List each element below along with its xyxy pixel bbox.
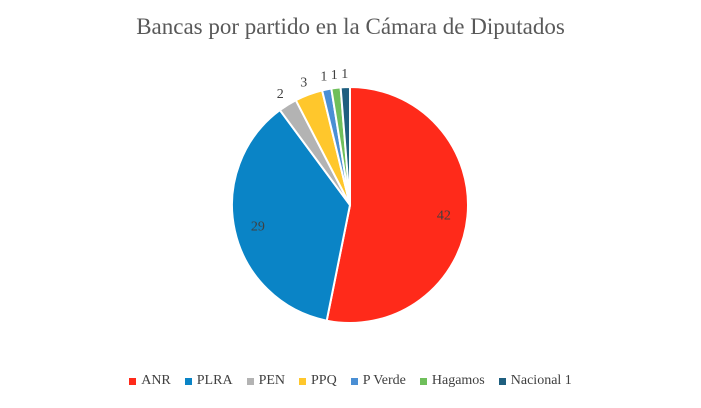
legend-label: PPQ xyxy=(311,373,337,388)
legend-swatch xyxy=(299,377,307,385)
legend-item-plra: PLRA xyxy=(184,373,233,389)
legend-label: PEN xyxy=(258,373,286,388)
legend-label: Hagamos xyxy=(431,373,485,388)
legend-swatch xyxy=(498,377,506,385)
legend-item-nacional-1: Nacional 1 xyxy=(498,373,572,389)
legend-swatch xyxy=(419,377,427,385)
legend-label: Nacional 1 xyxy=(510,373,572,388)
data-label-ppq: 3 xyxy=(300,75,307,90)
legend-label: ANR xyxy=(141,373,171,388)
pie-slice-anr xyxy=(325,85,469,324)
legend-item-p-verde: P Verde xyxy=(350,373,406,389)
pie-slice-nacional-1 xyxy=(339,85,351,206)
legend-swatch xyxy=(184,377,192,385)
legend-item-hagamos: Hagamos xyxy=(419,373,485,389)
data-label-plra: 29 xyxy=(251,219,265,234)
data-label-anr: 42 xyxy=(437,208,451,223)
legend: ANR PLRA PEN PPQ P Verde Hagamos Nacional 1 xyxy=(0,373,701,389)
legend-swatch xyxy=(246,377,254,385)
pie-slices xyxy=(231,85,469,324)
data-label-nacional-1: 1 xyxy=(341,67,348,82)
legend-swatch xyxy=(350,377,358,385)
legend-item-anr: ANR xyxy=(129,373,171,389)
legend-item-ppq: PPQ xyxy=(299,373,337,389)
data-label-p-verde: 1 xyxy=(320,70,327,85)
data-label-pen: 2 xyxy=(277,87,284,102)
legend-label: PLRA xyxy=(196,373,233,388)
pie-slice-plra xyxy=(231,108,352,322)
legend-label: P Verde xyxy=(362,373,406,388)
legend-swatch xyxy=(129,377,137,385)
legend-item-pen: PEN xyxy=(246,373,286,389)
chart-title: Bancas por partido en la Cámara de Diput… xyxy=(136,14,565,39)
data-label-hagamos: 1 xyxy=(331,68,338,83)
